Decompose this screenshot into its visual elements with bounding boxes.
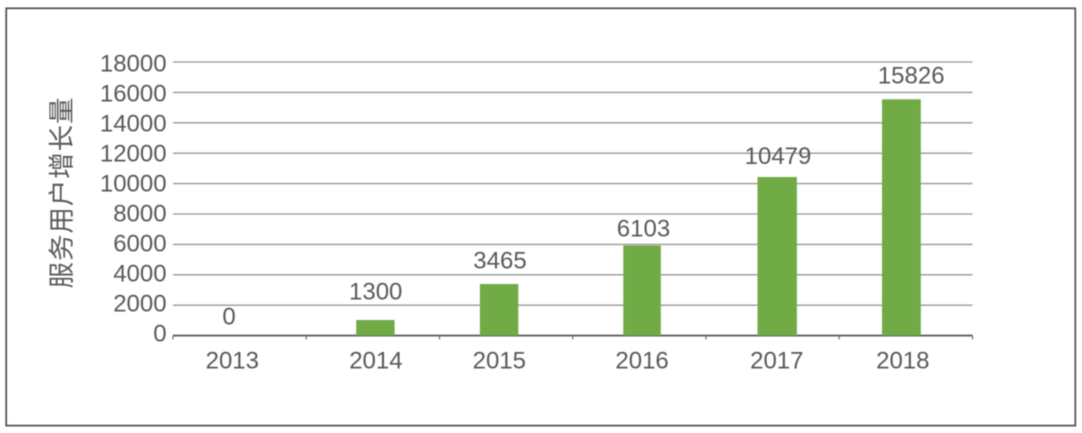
svg-text:14000: 14000 (100, 111, 167, 138)
svg-text:2013: 2013 (206, 348, 259, 375)
svg-text:4000: 4000 (113, 261, 166, 288)
svg-text:6103: 6103 (617, 216, 670, 243)
svg-text:10479: 10479 (745, 143, 812, 170)
svg-text:2016: 2016 (615, 348, 668, 375)
svg-text:1300: 1300 (349, 279, 402, 306)
svg-text:0: 0 (222, 303, 235, 330)
svg-text:12000: 12000 (100, 141, 167, 168)
svg-text:2000: 2000 (113, 291, 166, 318)
svg-text:18000: 18000 (100, 51, 167, 78)
svg-text:15826: 15826 (878, 63, 945, 90)
svg-text:10000: 10000 (100, 171, 167, 198)
svg-text:8000: 8000 (113, 201, 166, 228)
svg-text:3465: 3465 (473, 247, 526, 274)
svg-text:0: 0 (153, 321, 166, 348)
svg-text:6000: 6000 (113, 231, 166, 258)
svg-text:2014: 2014 (349, 348, 402, 375)
svg-text:16000: 16000 (100, 81, 167, 108)
svg-text:2018: 2018 (876, 348, 929, 375)
svg-text:2015: 2015 (473, 348, 526, 375)
svg-text:2017: 2017 (750, 348, 803, 375)
